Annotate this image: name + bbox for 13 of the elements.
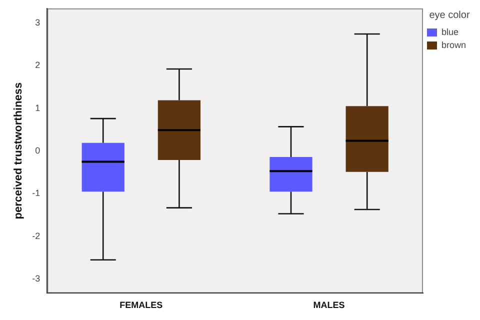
legend-label: blue — [441, 26, 459, 37]
y-axis-title: perceived trustworthiness — [12, 82, 25, 220]
y-tick-label: 2 — [35, 60, 40, 70]
y-tick-label: -3 — [32, 274, 40, 284]
legend-label: brown — [441, 40, 466, 50]
x-tick-label: FEMALES — [120, 300, 163, 310]
y-tick-label: 1 — [35, 102, 40, 113]
x-tick-label: MALES — [313, 300, 345, 310]
y-tick-label: 3 — [35, 17, 40, 28]
legend-title: eye color — [429, 10, 470, 21]
y-tick-label: -2 — [32, 230, 40, 241]
y-tick-label: -1 — [32, 188, 40, 198]
y-tick-label: 0 — [35, 146, 40, 156]
